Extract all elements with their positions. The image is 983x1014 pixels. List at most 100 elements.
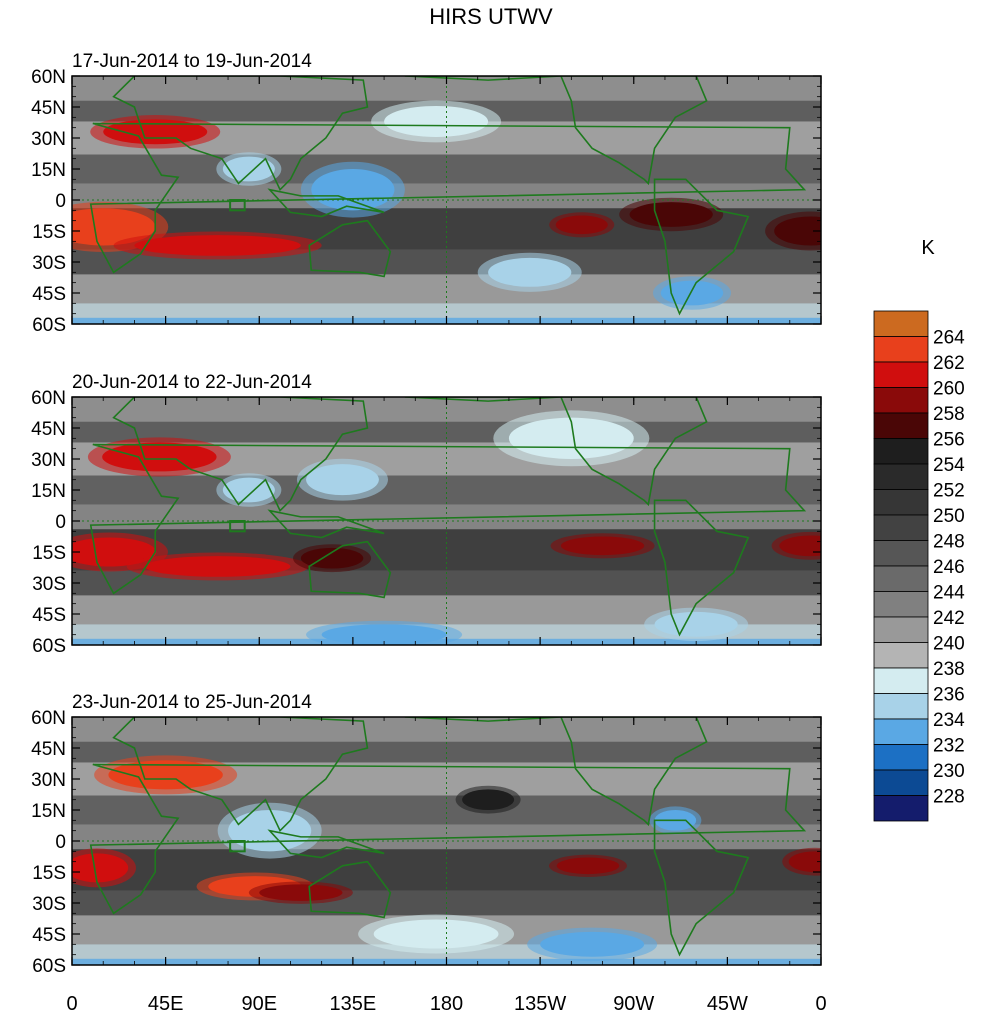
coastline bbox=[89, 763, 807, 915]
coastline bbox=[653, 499, 750, 637]
y-tick-label: 0 bbox=[55, 191, 66, 212]
y-tick-label: 15N bbox=[31, 801, 66, 822]
x-tick-label: 90E bbox=[241, 993, 277, 1014]
coastline bbox=[112, 717, 369, 833]
coastline bbox=[560, 76, 708, 186]
field-feature bbox=[384, 105, 489, 137]
colorbar-swatch bbox=[873, 795, 929, 822]
y-tick-label: 45N bbox=[31, 98, 66, 119]
zonal-band bbox=[72, 154, 821, 184]
colorbar-tick-label: 252 bbox=[933, 481, 965, 502]
colorbar-tick-label: 250 bbox=[933, 506, 965, 527]
map-panel-2: 20-Jun-2014 to 22-Jun-2014 60N 45N 30N 15N 0 1… bbox=[31, 372, 822, 657]
colorbar-swatch bbox=[873, 693, 929, 720]
y-tick-label: 60S bbox=[32, 315, 66, 336]
coastline bbox=[89, 122, 807, 274]
y-tick-label: 45S bbox=[32, 284, 66, 305]
coastline bbox=[89, 443, 807, 595]
colorbar-tick-label: 242 bbox=[933, 608, 965, 629]
y-tick-label: 45S bbox=[32, 925, 66, 946]
colorbar-swatch bbox=[873, 591, 929, 618]
y-tick-label: 45N bbox=[31, 419, 66, 440]
field-feature bbox=[629, 202, 713, 227]
colorbar-swatch bbox=[873, 412, 929, 439]
colorbar-tick-label: 228 bbox=[933, 787, 965, 808]
coastline bbox=[560, 397, 708, 507]
colorbar-tick-label: 236 bbox=[933, 685, 965, 706]
colorbar-tick-label: 254 bbox=[933, 455, 965, 476]
field-feature bbox=[508, 417, 634, 460]
chart-title: HIRS UTWV bbox=[429, 4, 553, 29]
y-tick-label: 60S bbox=[32, 636, 66, 657]
map-panels: 17-Jun-2014 to 19-Jun-2014 60N 45N 30N 15N 0 1… bbox=[31, 51, 822, 977]
coastline bbox=[308, 860, 392, 919]
field-feature bbox=[774, 216, 821, 246]
coastline bbox=[308, 219, 392, 278]
field-feature bbox=[144, 556, 291, 577]
y-tick-label: 45S bbox=[32, 605, 66, 626]
coastlines bbox=[89, 76, 807, 316]
y-tick-label: 15N bbox=[31, 481, 66, 502]
y-tick-label: 15N bbox=[31, 160, 66, 181]
colorbar-swatch bbox=[873, 744, 929, 771]
field-feature bbox=[560, 536, 645, 556]
x-tick-label: 90W bbox=[613, 993, 654, 1014]
colorbar-tick-label: 248 bbox=[933, 532, 965, 553]
colorbar-tick-label: 234 bbox=[933, 710, 965, 731]
y-tick-label: 30S bbox=[32, 574, 66, 595]
y-tick-label: 60N bbox=[31, 708, 66, 729]
field-feature bbox=[555, 215, 608, 235]
colorbar-tick-label: 260 bbox=[933, 379, 965, 400]
coastline bbox=[267, 829, 385, 859]
panel-date-label: 23-Jun-2014 to 25-Jun-2014 bbox=[72, 692, 312, 713]
colorbar-tick-label: 262 bbox=[933, 353, 965, 374]
field-feature bbox=[779, 535, 821, 557]
y-tick-label: 30N bbox=[31, 770, 66, 791]
x-tick-label: 0 bbox=[815, 993, 826, 1014]
field-feature bbox=[259, 884, 343, 901]
colorbar-swatch bbox=[873, 565, 929, 592]
field-feature bbox=[134, 235, 301, 256]
colorbar-swatch bbox=[873, 438, 929, 465]
x-tick-label: 135W bbox=[514, 993, 566, 1014]
colorbar-tick-label: 258 bbox=[933, 404, 965, 425]
y-tick-label: 30N bbox=[31, 450, 66, 471]
x-tick-label: 45E bbox=[148, 993, 184, 1014]
zonal-band bbox=[72, 849, 821, 891]
field-feature bbox=[311, 169, 395, 211]
colorbar-units-label: K bbox=[921, 237, 935, 259]
field-feature bbox=[102, 442, 217, 472]
coastline bbox=[267, 188, 385, 218]
y-tick-label: 0 bbox=[55, 512, 66, 533]
x-tick-label: 135E bbox=[330, 993, 377, 1014]
field-feature bbox=[556, 857, 620, 875]
field-feature bbox=[300, 547, 364, 569]
colorbar: 264 262 260 258 256 254 252 250 248 246 244 242 240 2… bbox=[873, 310, 965, 822]
y-tick-label: 60N bbox=[31, 67, 66, 88]
colorbar-tick-label: 232 bbox=[933, 736, 965, 757]
zonal-band bbox=[72, 475, 821, 505]
coastline bbox=[653, 819, 750, 957]
y-tick-label: 30N bbox=[31, 129, 66, 150]
x-axis: 0 45E 90E 135E 180 135W 90W 45W 0 bbox=[66, 993, 826, 1014]
y-tick-label: 0 bbox=[55, 832, 66, 853]
field-feature bbox=[788, 851, 821, 872]
coastline bbox=[560, 717, 708, 827]
coastline bbox=[267, 509, 385, 539]
coastline bbox=[112, 76, 369, 192]
colorbar-tick-label: 238 bbox=[933, 659, 965, 680]
field-feature bbox=[108, 760, 223, 790]
map-panel-1: 17-Jun-2014 to 19-Jun-2014 60N 45N 30N 15N 0 1… bbox=[31, 51, 822, 336]
colorbar-swatch bbox=[873, 387, 929, 414]
field-feature bbox=[103, 119, 208, 145]
colorbar-tick-label: 246 bbox=[933, 557, 965, 578]
y-tick-label: 15S bbox=[32, 222, 66, 243]
y-tick-label: 30S bbox=[32, 894, 66, 915]
field-feature bbox=[660, 280, 724, 306]
colorbar-swatch bbox=[873, 489, 929, 516]
y-tick-label: 30S bbox=[32, 253, 66, 274]
colorbar-swatch bbox=[873, 667, 929, 694]
x-tick-label: 180 bbox=[430, 993, 463, 1014]
field-feature bbox=[373, 919, 499, 949]
